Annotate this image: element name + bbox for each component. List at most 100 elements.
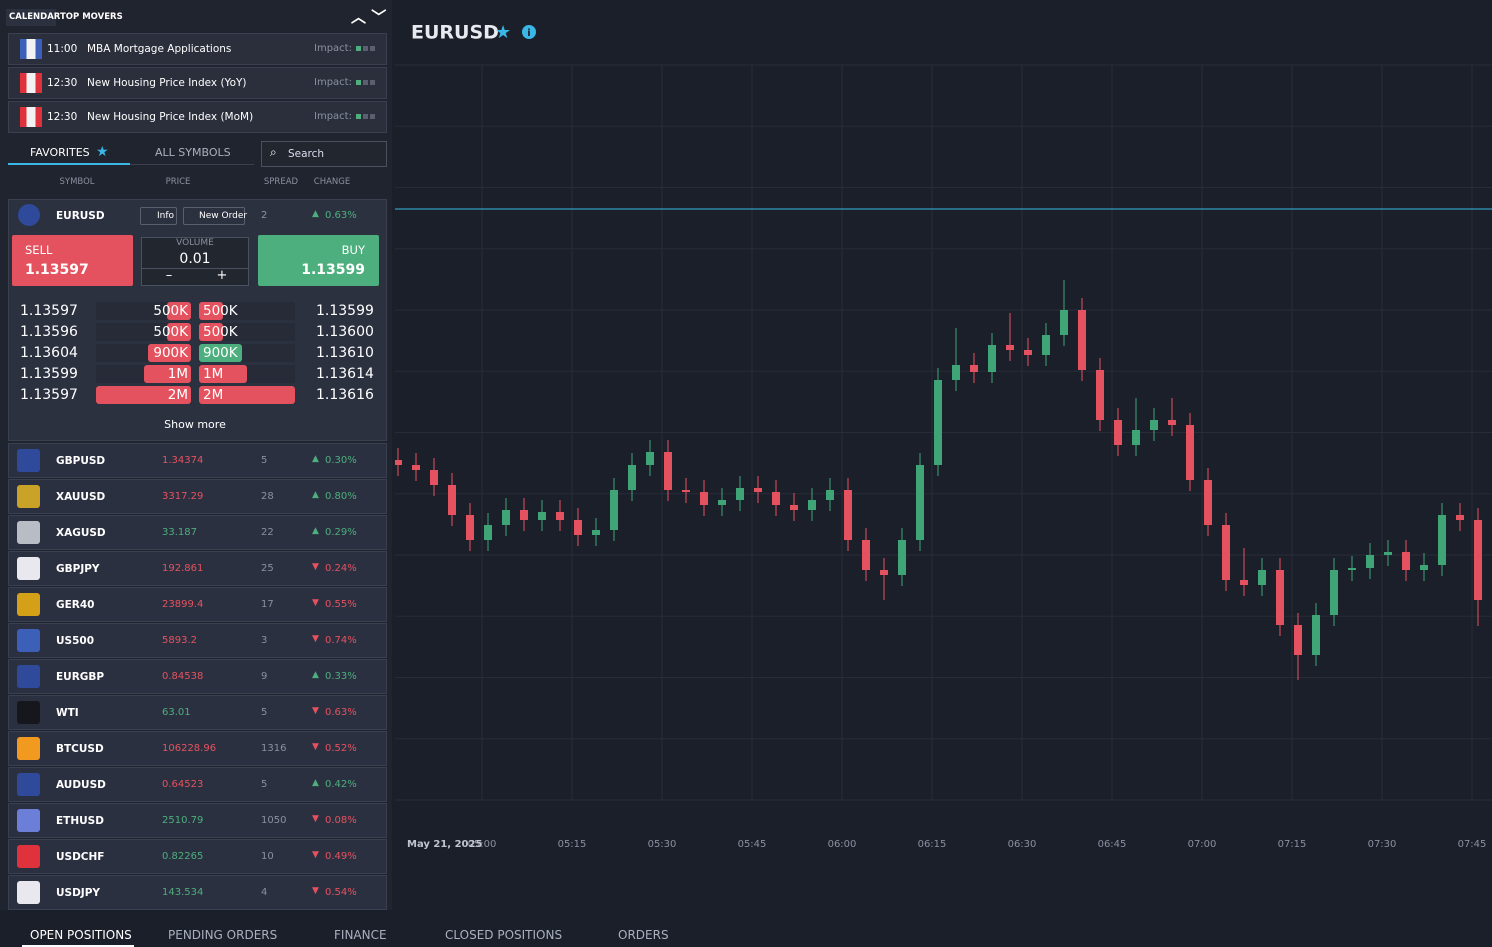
search-icon: ⌕ (270, 145, 277, 159)
candle-body (790, 505, 798, 510)
symbol-name[interactable]: AUDUSD (56, 779, 106, 791)
symbol-row[interactable] (8, 695, 387, 730)
volume-plus[interactable]: + (216, 268, 228, 283)
symbol-change: 0.54% (325, 887, 357, 898)
symbol-row[interactable] (8, 443, 387, 478)
symbol-icon (17, 485, 40, 508)
sell-price[interactable]: 1.13597 (25, 262, 89, 278)
candle-body (772, 492, 780, 505)
depth-bid-size: 900K (153, 345, 188, 361)
bottom-tab[interactable]: ORDERS (618, 928, 669, 942)
candle-body (880, 570, 888, 575)
symbol-row[interactable] (8, 875, 387, 910)
symbol-price: 143.534 (162, 887, 204, 898)
bottom-tab[interactable]: FINANCE (334, 928, 387, 942)
symbol-name[interactable]: GER40 (56, 599, 95, 611)
info-label[interactable]: Info (157, 211, 175, 221)
candle-body (1420, 565, 1428, 570)
candle-body (1402, 552, 1410, 570)
calendar-tab-bg[interactable] (6, 9, 56, 26)
symbol-row[interactable] (8, 803, 387, 838)
symbol-price: 23899.4 (162, 599, 204, 610)
event-time: 12:30 (47, 77, 78, 89)
symbol-name[interactable]: XAGUSD (56, 527, 106, 539)
symbol-change: 0.63% (325, 707, 357, 718)
x-tick-label: 06:15 (918, 839, 947, 850)
favorites-tab[interactable]: FAVORITES (30, 146, 90, 159)
symbol-row[interactable] (8, 587, 387, 622)
symbol-row[interactable] (8, 839, 387, 874)
symbol-name[interactable]: US500 (56, 635, 95, 647)
symbol-name[interactable]: EURGBP (56, 671, 105, 683)
buy-button[interactable] (258, 235, 379, 286)
candle-body (1348, 568, 1356, 570)
new-order-button[interactable] (183, 207, 245, 225)
candle-body (1096, 370, 1104, 420)
favorite-star[interactable]: ★ (495, 22, 511, 43)
new-order-label[interactable]: New Order (199, 211, 248, 221)
symbol-name[interactable]: USDCHF (56, 851, 105, 863)
candle-body (1042, 335, 1050, 355)
flag-icon (20, 73, 42, 93)
candle-body (556, 512, 564, 520)
all-symbols-tab[interactable]: ALL SYMBOLS (155, 146, 231, 159)
candle-body (826, 490, 834, 500)
symbol-change: 0.74% (325, 635, 357, 646)
depth-ask-bar (199, 365, 247, 383)
candle-body (1222, 525, 1230, 580)
bottom-tab[interactable]: PENDING ORDERS (168, 928, 278, 942)
volume-value[interactable]: 0.01 (179, 251, 211, 267)
symbol-name[interactable]: XAUUSD (56, 491, 106, 503)
symbol-row[interactable] (8, 515, 387, 550)
candle-body (574, 520, 582, 535)
depth-ask-bar (199, 302, 223, 320)
event-impact: Impact: (314, 77, 352, 88)
candle-body (700, 492, 708, 505)
symbol-row[interactable] (8, 731, 387, 766)
candle-body (1186, 425, 1194, 480)
volume-minus[interactable]: – (165, 268, 173, 283)
symbol-name[interactable]: ETHUSD (56, 815, 104, 827)
symbol-row[interactable] (8, 767, 387, 802)
depth-bid: 1.13604 (20, 345, 78, 361)
bottom-tab[interactable]: CLOSED POSITIONS (445, 928, 563, 942)
info-button[interactable] (140, 207, 177, 225)
symbol-change: 0.24% (325, 563, 357, 574)
x-tick-label: 06:45 (1098, 839, 1127, 850)
sell-label[interactable]: SELL (25, 243, 53, 257)
symbol-name[interactable]: GBPUSD (56, 455, 106, 467)
collapse-icons[interactable]: ︿ ﹀ (351, 8, 387, 26)
change-arrow: ▼ (312, 814, 319, 824)
depth-ask-bar (199, 344, 243, 362)
sell-button[interactable] (12, 235, 133, 286)
info-icon[interactable] (522, 25, 536, 39)
event-row[interactable] (8, 101, 387, 133)
depth-ask-size: 500K (203, 303, 238, 319)
show-more[interactable]: Show more (164, 418, 226, 431)
event-row[interactable] (8, 33, 387, 65)
symbol-name[interactable]: USDJPY (56, 887, 101, 899)
favorites-star[interactable]: ★ (96, 144, 109, 160)
top-movers-tab[interactable]: TOP MOVERS (60, 12, 123, 22)
event-time: 12:30 (47, 111, 78, 123)
symbol-name[interactable]: WTI (56, 707, 79, 719)
symbol-price: 106228.96 (162, 743, 217, 754)
symbol-row[interactable] (8, 551, 387, 586)
x-tick-label: 06:00 (828, 839, 857, 850)
tab-underline (8, 163, 130, 165)
change-arrow: ▼ (312, 706, 319, 716)
search-box[interactable] (261, 141, 387, 167)
symbol-row[interactable] (8, 623, 387, 658)
buy-label[interactable]: BUY (341, 243, 365, 257)
buy-price[interactable]: 1.13599 (301, 262, 365, 278)
symbol-row[interactable] (8, 479, 387, 514)
symbol-name[interactable]: BTCUSD (56, 743, 104, 755)
calendar-tab[interactable]: CALENDAR (9, 12, 61, 22)
event-row[interactable] (8, 67, 387, 99)
volume-box (141, 237, 249, 286)
bottom-tab[interactable]: OPEN POSITIONS (30, 928, 132, 942)
symbol-spread: 2 (261, 210, 268, 221)
depth-bid-size: 1M (167, 366, 188, 382)
symbol-name[interactable]: GBPJPY (56, 563, 100, 575)
symbol-row[interactable] (8, 659, 387, 694)
